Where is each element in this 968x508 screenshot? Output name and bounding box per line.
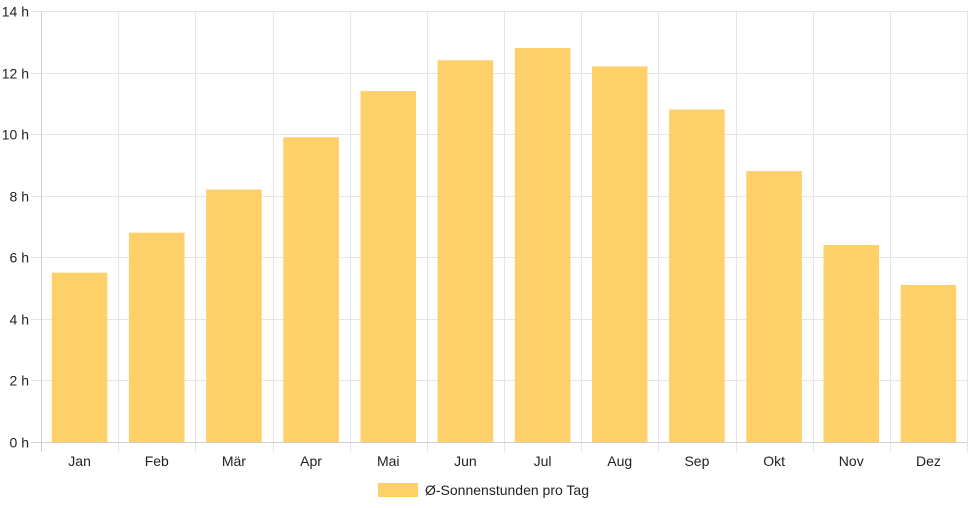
bar[interactable] [283,137,339,442]
x-tick-label: Jun [454,453,477,469]
bar[interactable] [591,66,648,442]
grid [31,11,968,452]
axes: 0 h 2 h 4 h 6 h 8 h 10 h 12 h 14 h Jan Feb Mär Apr M… [2,4,967,469]
x-tick-label: Sep [684,453,709,469]
y-tick-label: 12 h [2,66,29,82]
bar[interactable] [746,171,802,442]
y-tick-label: 6 h [10,250,29,266]
bar[interactable] [514,47,571,442]
bar[interactable] [360,91,417,442]
x-tick-label: Mai [377,453,400,469]
y-tick-label: 14 h [2,4,29,20]
x-tick-label: Nov [839,453,864,469]
bar[interactable] [206,189,262,442]
bar[interactable] [51,272,108,442]
legend-label: Ø-Sonnenstunden pro Tag [425,482,589,498]
x-tick-label: Jul [534,453,552,469]
bar[interactable] [823,244,880,442]
bars [51,47,957,442]
legend-swatch [378,483,418,497]
x-tick-label: Okt [763,453,785,469]
bar[interactable] [128,232,185,442]
bar[interactable] [437,60,494,442]
x-tick-label: Feb [145,453,169,469]
legend[interactable]: Ø-Sonnenstunden pro Tag [378,482,589,498]
y-tick-label: 0 h [10,435,29,451]
x-tick-label: Jan [68,453,91,469]
y-tick-label: 4 h [10,312,29,328]
y-tick-label: 8 h [10,189,29,205]
bar[interactable] [669,109,725,442]
x-tick-label: Aug [607,453,632,469]
y-tick-label: 2 h [10,373,29,389]
bar[interactable] [900,284,957,442]
y-tick-label: 10 h [2,127,29,143]
x-tick-label: Dez [916,453,941,469]
x-tick-label: Mär [222,453,246,469]
x-tick-label: Apr [300,453,322,469]
